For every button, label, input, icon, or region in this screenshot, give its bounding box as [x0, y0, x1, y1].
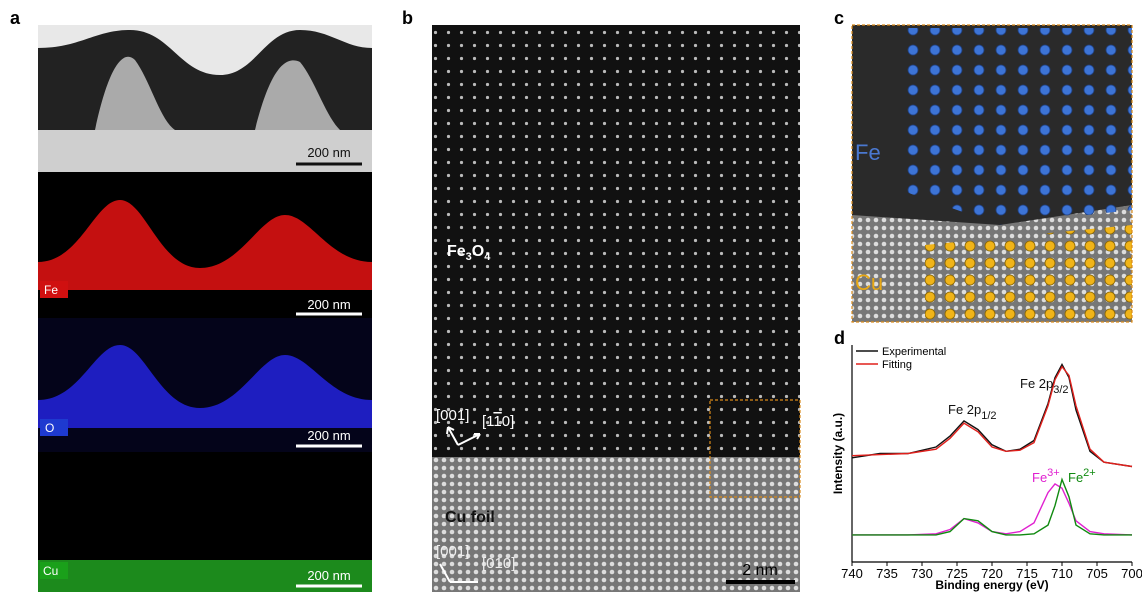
scale-label: 2 nm: [742, 562, 778, 579]
scale-label: 200 nm: [307, 428, 350, 443]
panel-label: b: [402, 8, 413, 28]
peak-label-index: 3+: [1047, 467, 1060, 479]
x-tick-label: 730: [911, 566, 933, 581]
peak-label: Fe2+: [1068, 467, 1096, 485]
x-tick-label: 735: [876, 566, 898, 581]
direction-label: [110]: [482, 413, 514, 430]
panel-label: c: [834, 8, 844, 28]
legend-label: Experimental: [882, 346, 946, 358]
peak-label: Fe 2p1/2: [948, 402, 997, 422]
peak-label-index: 1/2: [981, 410, 996, 422]
panel-label: a: [10, 8, 21, 28]
direction-label: [001]: [436, 407, 469, 424]
figure: a 200 nm Fe 200 nm O 200 nm Cu 200 nm b …: [0, 0, 1142, 592]
x-tick-label: 700: [1121, 566, 1142, 581]
scale-label: 200 nm: [307, 145, 350, 160]
x-axis-title: Binding energy (eV): [935, 578, 1048, 592]
peak-label: Fe 2p3/2: [1020, 376, 1069, 396]
element-label: Fe: [855, 140, 881, 165]
map-label: O: [45, 421, 54, 435]
map-label: Cu: [43, 564, 58, 578]
peak-label: Fe3+: [1032, 467, 1060, 485]
panel-label: d: [834, 328, 845, 348]
peak-label-text: Fe: [1032, 470, 1047, 485]
peak-label-text: Fe 2p: [948, 402, 981, 417]
x-tick-label: 740: [841, 566, 863, 581]
legend-label: Fitting: [882, 359, 912, 371]
y-axis-title: Intensity (a.u.): [831, 413, 845, 494]
direction-label: [010]: [482, 555, 515, 572]
direction-label: [001]: [436, 543, 469, 560]
scale-label: 200 nm: [307, 568, 350, 583]
zoom-image: [852, 25, 1132, 322]
peak-label-text: Fe: [1068, 470, 1083, 485]
peak-label-index: 2+: [1083, 467, 1096, 479]
series-line: [852, 484, 1132, 535]
substrate-label: Cu foil: [445, 509, 495, 526]
x-tick-label: 710: [1051, 566, 1073, 581]
peak-label-index: 3/2: [1053, 384, 1068, 396]
element-label: Cu: [855, 270, 883, 295]
series-line: [852, 480, 1132, 535]
scale-label: 200 nm: [307, 297, 350, 312]
peak-label-text: Fe 2p: [1020, 376, 1053, 391]
map-label: Fe: [44, 283, 58, 297]
stem-image: [432, 25, 800, 592]
x-tick-label: 705: [1086, 566, 1108, 581]
